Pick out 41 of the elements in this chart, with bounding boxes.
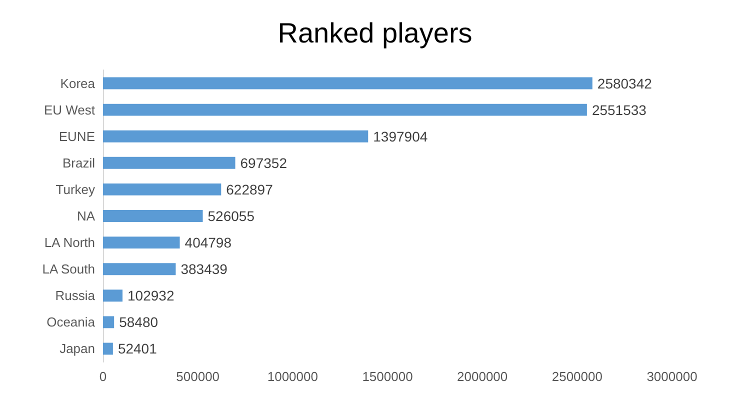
bar: [103, 130, 368, 142]
bar: [103, 236, 180, 249]
bar: [103, 210, 203, 222]
y-tick-label: Korea: [60, 76, 96, 91]
y-tick-label: EU West: [44, 102, 96, 118]
y-tick-label: Oceania: [46, 314, 96, 330]
data-label: 1397904: [373, 128, 428, 144]
bar: [103, 342, 113, 355]
chart-title: Ranked players: [278, 18, 472, 48]
y-tick-label: Russia: [55, 288, 96, 304]
data-label: 2580342: [597, 75, 652, 92]
bar: [103, 77, 592, 90]
x-tick-label: 1000000: [267, 369, 318, 384]
data-label: 697352: [240, 154, 288, 171]
y-tick-label: Brazil: [62, 155, 96, 170]
data-label: 2551533: [592, 102, 647, 118]
x-tick-label: 2500000: [552, 369, 602, 384]
y-tick-label: LA North: [44, 235, 95, 250]
bar: [103, 104, 587, 116]
x-tick-label: 500000: [176, 369, 220, 384]
bar: [103, 316, 114, 328]
y-tick-label: LA South: [42, 262, 95, 277]
bar: [103, 156, 236, 169]
data-label: 404798: [184, 234, 232, 251]
x-tick-label: 2000000: [457, 369, 508, 384]
y-tick-label: Japan: [60, 341, 95, 356]
data-label: 526055: [208, 208, 255, 224]
bar: [103, 183, 222, 196]
bar: [103, 263, 176, 276]
x-tick-label: 1500000: [362, 369, 413, 384]
bar: [103, 290, 123, 302]
y-tick-label: Turkey: [56, 182, 96, 197]
x-tick-label: 0: [99, 369, 107, 384]
y-tick-label: EUNE: [58, 128, 96, 144]
data-label: 383439: [180, 261, 228, 278]
data-label: 58480: [119, 314, 158, 330]
data-label: 52401: [118, 340, 158, 357]
data-label: 622897: [226, 181, 274, 198]
x-tick-label: 3000000: [646, 369, 698, 384]
data-label: 102932: [128, 288, 174, 304]
y-tick-label: NA: [76, 208, 96, 224]
